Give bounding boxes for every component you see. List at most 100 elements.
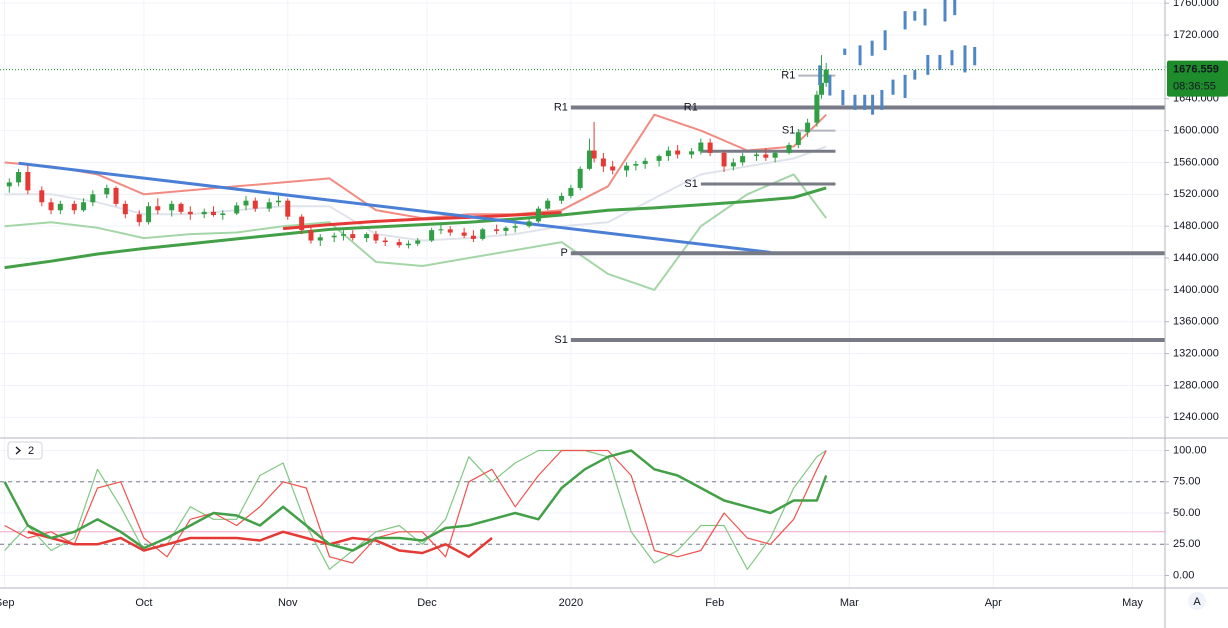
candle-body bbox=[740, 156, 746, 163]
pane-label: 2 bbox=[28, 445, 34, 457]
candle-body bbox=[266, 202, 272, 209]
candle-body bbox=[814, 94, 820, 123]
candle-body bbox=[805, 122, 811, 133]
candle-body bbox=[586, 150, 592, 169]
y-tick-label: 1480.000 bbox=[1173, 220, 1219, 232]
candle-body bbox=[447, 229, 453, 233]
candle-body bbox=[795, 132, 801, 145]
pivot-label: R1 bbox=[781, 70, 795, 82]
candle-body bbox=[331, 235, 337, 238]
x-tick-label: Sep bbox=[0, 597, 14, 609]
countdown-label: 08:36:55 bbox=[1173, 81, 1216, 93]
candle-body bbox=[234, 205, 240, 214]
pivot-label: R1 bbox=[554, 101, 568, 113]
candle-body bbox=[48, 202, 54, 211]
y-tick-label: 1520.000 bbox=[1173, 188, 1219, 200]
candle-body bbox=[220, 213, 226, 216]
candle-body bbox=[819, 82, 825, 95]
candle-body bbox=[382, 240, 388, 243]
y-tick-label: 1720.000 bbox=[1173, 29, 1219, 41]
x-tick-label: 2020 bbox=[559, 597, 583, 609]
candle-body bbox=[146, 206, 152, 223]
candle-body bbox=[187, 211, 193, 215]
candle-body bbox=[577, 168, 583, 188]
y-tick-label: 1280.000 bbox=[1173, 379, 1219, 391]
indicator-line bbox=[4, 186, 827, 270]
candle-body bbox=[16, 172, 22, 183]
candle-body bbox=[6, 182, 12, 187]
x-tick-label: Apr bbox=[985, 597, 1002, 609]
candle-body bbox=[503, 227, 509, 231]
candle-body bbox=[591, 150, 597, 159]
candle-body bbox=[275, 200, 281, 203]
x-tick-label: Nov bbox=[278, 597, 298, 609]
candle-body bbox=[633, 164, 639, 166]
pane-toggle[interactable]: 2 bbox=[7, 441, 43, 460]
candle-body bbox=[610, 166, 616, 171]
candle-body bbox=[415, 240, 421, 244]
candle-body bbox=[512, 226, 518, 228]
candle-body bbox=[823, 69, 829, 83]
candle-body bbox=[364, 234, 370, 239]
pivot-label: P bbox=[561, 247, 568, 259]
auto-scale-button[interactable]: A bbox=[1188, 592, 1206, 610]
candle-body bbox=[340, 234, 346, 236]
oscillator-line bbox=[27, 530, 493, 559]
y-tick-label: 1760.000 bbox=[1173, 0, 1219, 9]
candle-body bbox=[675, 150, 681, 155]
x-tick-label: Oct bbox=[135, 597, 152, 609]
candle-body bbox=[480, 229, 486, 239]
indicator-line bbox=[4, 173, 828, 291]
candle-body bbox=[285, 200, 291, 217]
y-tick-label: 1400.000 bbox=[1173, 284, 1219, 296]
candle-body bbox=[689, 151, 695, 155]
chevron-icon bbox=[15, 446, 21, 455]
candle-body bbox=[211, 211, 217, 216]
candle-body bbox=[559, 195, 565, 201]
auto-button-label: A bbox=[1193, 596, 1201, 608]
candle-body bbox=[568, 187, 574, 196]
candle-body bbox=[665, 150, 671, 157]
auto-button-bg[interactable] bbox=[1188, 592, 1206, 610]
candle-body bbox=[90, 194, 96, 203]
pane-toggle-box[interactable] bbox=[7, 441, 43, 460]
axes: Sep Oct Nov Dec 2020 Feb Mar Apr May 1240.000 1280… bbox=[0, 0, 1228, 609]
candle-body bbox=[39, 190, 45, 203]
candle-body bbox=[624, 165, 630, 171]
y-tick-label: 0.00 bbox=[1173, 569, 1194, 581]
y-tick-label: 1440.000 bbox=[1173, 252, 1219, 264]
candle-body bbox=[730, 162, 736, 167]
candle-body bbox=[438, 229, 444, 231]
candle-body bbox=[201, 211, 207, 215]
y-tick-label: 1360.000 bbox=[1173, 316, 1219, 328]
candle-body bbox=[707, 142, 713, 153]
candle-body bbox=[25, 172, 31, 191]
candle-body bbox=[754, 154, 760, 157]
candle-body bbox=[243, 200, 249, 206]
y-tick-label: 1600.000 bbox=[1173, 125, 1219, 137]
candle-body bbox=[396, 242, 402, 246]
pivot-label: R1 bbox=[684, 101, 698, 113]
x-tick-label: Feb bbox=[705, 597, 724, 609]
last-price-box bbox=[1167, 60, 1228, 97]
candle-body bbox=[373, 234, 379, 241]
candle-body bbox=[429, 230, 435, 241]
candle-body bbox=[535, 208, 541, 222]
candle-body bbox=[104, 187, 110, 195]
candle-body bbox=[526, 221, 532, 227]
candle-body bbox=[350, 234, 356, 239]
indicator-line bbox=[18, 161, 771, 254]
oscillator-line bbox=[4, 449, 827, 564]
candle-body bbox=[772, 152, 778, 158]
oscillator-pane bbox=[0, 438, 1165, 588]
candle-body bbox=[461, 232, 467, 236]
x-tick-label: May bbox=[1122, 597, 1143, 609]
candle-body bbox=[494, 229, 500, 231]
indicator-line bbox=[4, 145, 827, 242]
candle-body bbox=[405, 243, 411, 246]
candle-body bbox=[71, 203, 77, 211]
y-tick-label: 100.00 bbox=[1173, 444, 1207, 456]
candle-body bbox=[113, 187, 119, 204]
candle-body bbox=[57, 203, 63, 211]
